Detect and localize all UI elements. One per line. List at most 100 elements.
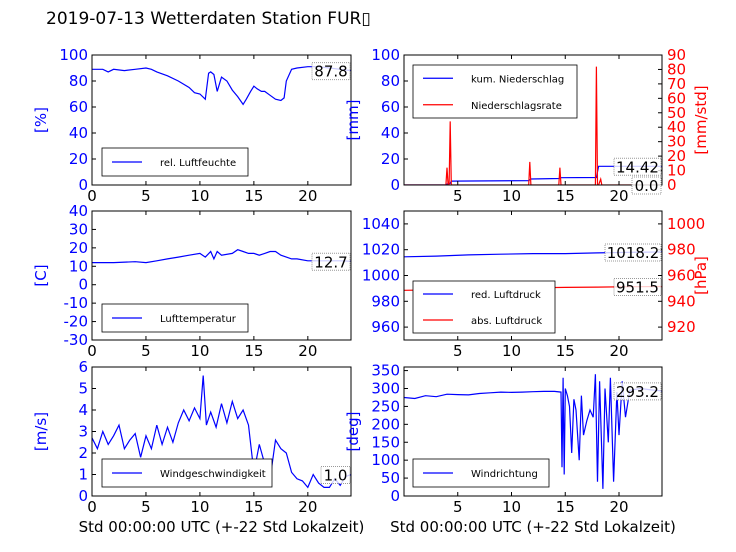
y-tick-label-wind_speed: 3 (78, 423, 88, 441)
x-tick-label-pressure: 15 (556, 342, 575, 360)
y-tick-label-wind_direction: 100 (371, 451, 400, 469)
series-line-wind_speed-0 (92, 375, 351, 489)
x-tick-label-wind_speed: 0 (87, 498, 97, 516)
y2-tick-label-precipitation: 20 (667, 147, 686, 165)
y2-tick-label-precipitation: 50 (667, 104, 686, 122)
series-line-humidity-0 (92, 66, 351, 106)
y-tick-label-pressure: 1040 (362, 215, 400, 233)
value-label-box-wind_direction (613, 382, 662, 401)
y-tick-label-humidity: 40 (69, 124, 88, 142)
series-line-wind_direction-0 (404, 374, 662, 489)
legend-box-precipitation (412, 64, 578, 119)
value-label-humidity: 87.8 (314, 63, 347, 81)
x-tick-label-wind_direction: 10 (502, 498, 521, 516)
series-line-precipitation-0 (404, 165, 662, 185)
value-label-precipitation: 0.0 (635, 177, 659, 195)
x-tick-label-pressure: 10 (502, 342, 521, 360)
y-tick-label-temperature: 30 (69, 220, 88, 238)
y-tick-label-pressure: 1020 (362, 241, 400, 259)
value-label-temperature: 12.7 (314, 253, 347, 271)
legend-label-wind_direction: Windrichtung (471, 469, 538, 480)
y-tick-label-wind_direction: 150 (371, 433, 400, 451)
plot-frame-precipitation (403, 54, 663, 186)
y2-tick-label-pressure: 940 (667, 292, 696, 310)
value-label-box-pressure (604, 243, 662, 262)
x-tick-label-precipitation: 20 (609, 187, 628, 205)
value-label-wind_speed: 1.0 (324, 467, 348, 485)
x-tick-label-wind_speed: 20 (298, 498, 317, 516)
plot-frame-wind_direction (403, 366, 663, 497)
y2-tick-label-pressure: 980 (667, 241, 696, 259)
legend-box-pressure (412, 280, 556, 334)
y-tick-label-wind_direction: 250 (371, 397, 400, 415)
y-tick-label-temperature: -30 (64, 331, 89, 349)
value-label-box-humidity (311, 62, 351, 81)
legend-label-temperature: Lufttemperatur (160, 314, 237, 325)
value-label-box-precipitation (613, 157, 662, 176)
value-label-wind_direction: 293.2 (616, 383, 659, 401)
x-tick-label-wind_speed: 15 (244, 498, 263, 516)
y2-tick-label-precipitation: 30 (667, 133, 686, 151)
y-tick-label-wind_speed: 4 (78, 401, 88, 419)
y-tick-label-wind_speed: 0 (78, 487, 88, 505)
y-axis-label-humidity: [%] (32, 107, 50, 133)
x-tick-label-precipitation: 5 (453, 187, 463, 205)
x-tick-label-precipitation: 10 (502, 187, 521, 205)
y-tick-label-humidity: 100 (59, 46, 88, 64)
x-tick-label-wind_direction: 15 (556, 498, 575, 516)
y2-tick-label-pressure: 960 (667, 267, 696, 285)
y-tick-label-humidity: 20 (69, 150, 88, 168)
x-tick-label-precipitation: 15 (556, 187, 575, 205)
y2-tick-label-precipitation: 70 (667, 75, 686, 93)
legend-label-pressure: abs. Luftdruck (471, 316, 542, 327)
x-tick-label-pressure: 5 (453, 342, 463, 360)
x-tick-label-temperature: 0 (87, 342, 97, 360)
y2-tick-label-precipitation: 60 (667, 89, 686, 107)
y-axis-label-precipitation: [mm] (344, 100, 362, 141)
x-tick-label-temperature: 5 (141, 342, 151, 360)
y-tick-label-temperature: -10 (64, 294, 89, 312)
y-tick-label-wind_direction: 300 (371, 380, 400, 398)
x-tick-label-wind_direction: 20 (609, 498, 628, 516)
value-label-box-temperature (311, 252, 351, 271)
y2-axis-label-pressure: [hPa] (692, 256, 710, 295)
x-tick-label-wind_direction: 5 (453, 498, 463, 516)
plot-frame-temperature (91, 210, 352, 341)
x-tick-label-wind_speed: 10 (190, 498, 209, 516)
y-tick-label-humidity: 60 (69, 98, 88, 116)
x-axis-label: Std 00:00:00 UTC (+-22 Std Lokalzeit) (390, 518, 676, 536)
legend-label-precipitation: kum. Niederschlag (471, 74, 564, 85)
y2-tick-label-pressure: 1000 (667, 215, 705, 233)
x-tick-label-temperature: 20 (298, 342, 317, 360)
y-tick-label-wind_direction: 0 (390, 487, 400, 505)
value-label-pressure: 1018.2 (607, 244, 660, 262)
x-tick-label-humidity: 15 (244, 187, 263, 205)
series-line-temperature-0 (92, 249, 351, 264)
x-axis-label: Std 00:00:00 UTC (+-22 Std Lokalzeit) (79, 518, 365, 536)
y-tick-label-wind_direction: 200 (371, 415, 400, 433)
y-tick-label-wind_speed: 2 (78, 444, 88, 462)
x-tick-label-pressure: 20 (609, 342, 628, 360)
plot-frame-humidity (91, 54, 352, 186)
y-tick-label-precipitation: 60 (381, 98, 400, 116)
y-tick-label-temperature: 0 (78, 276, 88, 294)
x-tick-label-temperature: 15 (244, 342, 263, 360)
legend-label-wind_speed: Windgeschwindigkeit (160, 469, 266, 480)
value-label-box-pressure (613, 277, 662, 296)
y-tick-label-wind_speed: 6 (78, 358, 88, 376)
y-tick-label-temperature: 10 (69, 257, 88, 275)
series-line-precipitation-1 (404, 66, 662, 185)
y-tick-label-precipitation: 0 (390, 176, 400, 194)
legend-label-pressure: red. Luftdruck (471, 290, 541, 301)
y2-tick-label-pressure: 920 (667, 318, 696, 336)
y-tick-label-wind_speed: 1 (78, 466, 88, 484)
y2-tick-label-precipitation: 0 (667, 176, 677, 194)
value-label-pressure: 951.5 (616, 278, 659, 296)
y-tick-label-wind_speed: 5 (78, 380, 88, 398)
legend-label-precipitation: Niederschlagsrate (471, 101, 562, 112)
y2-tick-label-precipitation: 40 (667, 118, 686, 136)
x-tick-label-wind_speed: 5 (141, 498, 151, 516)
y2-tick-label-precipitation: 80 (667, 60, 686, 78)
x-tick-label-humidity: 0 (87, 187, 97, 205)
